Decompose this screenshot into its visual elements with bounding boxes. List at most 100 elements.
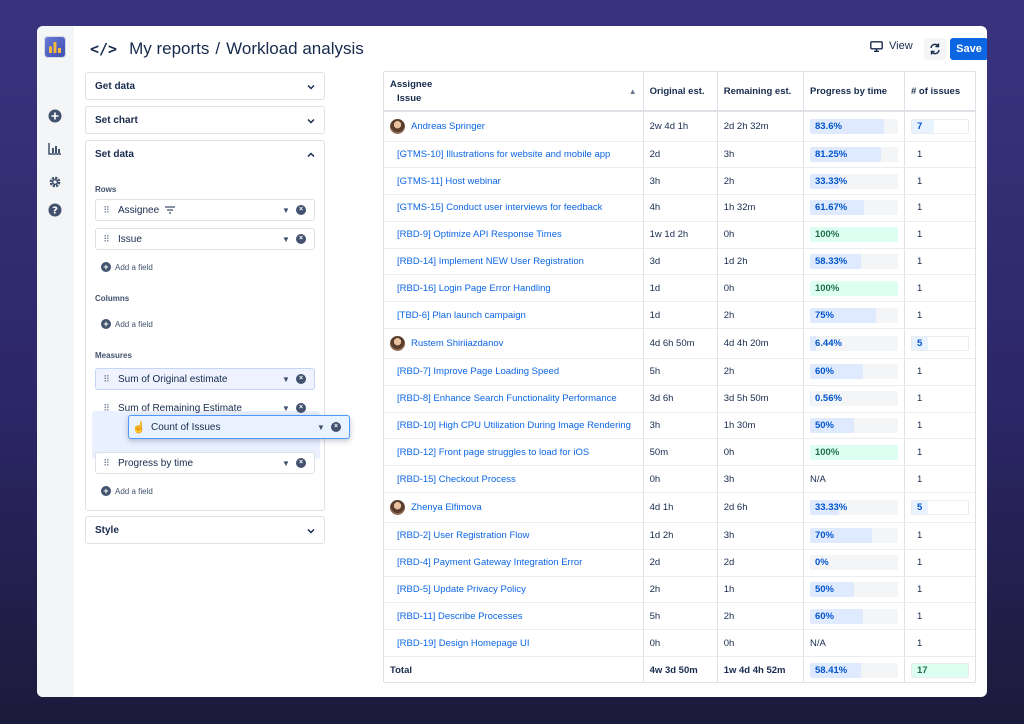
get-data-panel[interactable]: Get data [85, 72, 325, 100]
assignee-cell[interactable]: Rustem Shiriiazdanov [384, 328, 644, 360]
view-button[interactable]: View [870, 40, 913, 52]
remove-icon[interactable]: × [296, 374, 306, 384]
issue-row[interactable]: [RBD-5] Update Privacy Policy 2h 1h 50% 1 [384, 576, 975, 604]
assignee-row[interactable]: Andreas Springer 2w 4d 1h 2d 2h 32m 83.6% 7 [384, 111, 975, 142]
row-field-assignee[interactable]: ⠿ Assignee ▼ × [95, 199, 315, 221]
original-est-cell: 2d [643, 549, 718, 577]
remove-icon[interactable]: × [296, 205, 306, 215]
progress-value: 0% [814, 557, 829, 569]
issue-link[interactable]: [RBD-16] Login Page Error Handling [384, 274, 644, 303]
issue-row[interactable]: [RBD-10] High CPU Utilization During Ima… [384, 412, 975, 440]
issue-link[interactable]: [RBD-7] Improve Page Loading Speed [384, 358, 644, 386]
progress-header[interactable]: Progress by time [803, 72, 906, 112]
refresh-button[interactable] [924, 38, 946, 60]
add-icon[interactable] [46, 107, 64, 125]
drag-handle-icon[interactable]: ⠿ [103, 233, 110, 244]
remaining-est-header[interactable]: Remaining est. [717, 72, 804, 112]
issue-count-header[interactable]: # of issues [904, 72, 975, 112]
issue-count-cell: 1 [904, 576, 975, 604]
issue-row[interactable]: [RBD-8] Enhance Search Functionality Per… [384, 385, 975, 413]
issue-row[interactable]: [RBD-2] User Registration Flow 1d 2h 3h 70%… [384, 522, 975, 550]
progress-value: 60% [814, 610, 834, 622]
assignee-row[interactable]: Rustem Shiriiazdanov 4d 6h 50m 4d 4h 20m 6.… [384, 328, 975, 360]
progress-fill [809, 663, 862, 679]
remove-icon[interactable]: × [331, 422, 341, 432]
issue-link[interactable]: [GTMS-15] Conduct user interviews for fe… [384, 194, 644, 222]
issue-row[interactable]: [GTMS-10] Illustrations for website and … [384, 141, 975, 169]
drag-handle-icon[interactable]: ⠿ [103, 402, 110, 413]
issue-row[interactable]: [GTMS-15] Conduct user interviews for fe… [384, 194, 975, 222]
panel-title: Set data [95, 149, 134, 160]
assignee-name[interactable]: Rustem Shiriiazdanov [411, 338, 504, 350]
issue-row[interactable]: [RBD-16] Login Page Error Handling 1d 0h 10… [384, 274, 975, 303]
remove-icon[interactable]: × [296, 403, 306, 413]
assignee-name[interactable]: Andreas Springer [411, 120, 485, 132]
add-column-field-button[interactable]: + Add a field [101, 319, 153, 329]
issue-link[interactable]: [RBD-8] Enhance Search Functionality Per… [384, 385, 644, 413]
issue-row[interactable]: [RBD-11] Describe Processes 5h 2h 60% 1 [384, 602, 975, 631]
sort-icon[interactable]: ▲ [628, 86, 637, 96]
drag-handle-icon[interactable]: ⠿ [103, 373, 110, 384]
settings-gear-icon[interactable] [46, 173, 64, 191]
issue-row[interactable]: [RBD-9] Optimize API Response Times 1w 1d… [384, 221, 975, 249]
issue-row[interactable]: [RBD-15] Checkout Process 0h 3h N/A 1 [384, 465, 975, 494]
issue-row[interactable]: [RBD-4] Payment Gateway Integration Erro… [384, 549, 975, 577]
assignee-cell[interactable]: Andreas Springer [384, 111, 644, 142]
chevron-down-icon[interactable]: ▼ [282, 403, 290, 413]
reports-chart-icon[interactable] [46, 140, 64, 158]
remove-icon[interactable]: × [296, 458, 306, 468]
issue-link[interactable]: [RBD-19] Design Homepage UI [384, 629, 644, 658]
drag-handle-icon[interactable]: ⠿ [103, 204, 110, 215]
issue-link[interactable]: [RBD-14] Implement NEW User Registration [384, 248, 644, 276]
issue-link[interactable]: [RBD-10] High CPU Utilization During Ima… [384, 412, 644, 440]
measure-field-original[interactable]: ⠿ Sum of Original estimate ▼ × [95, 368, 315, 390]
set-data-header[interactable]: Set data [86, 141, 324, 168]
issue-row[interactable]: [RBD-7] Improve Page Loading Speed 5h 2h 60… [384, 358, 975, 386]
remove-icon[interactable]: × [296, 234, 306, 244]
assignee-name[interactable]: Zhenya Elfimova [411, 502, 482, 514]
assignee-issue-column-header[interactable]: Assignee Issue ▲ [384, 72, 644, 112]
help-icon[interactable]: ? [46, 201, 64, 219]
add-icon: + [101, 262, 111, 272]
issue-row[interactable]: [RBD-14] Implement NEW User Registration… [384, 248, 975, 276]
issue-row[interactable]: [TBD-6] Plan launch campaign 1d 2h 75% 1 [384, 301, 975, 330]
measure-field-progress[interactable]: ⠿ Progress by time ▼ × [95, 452, 315, 474]
set-chart-panel[interactable]: Set chart [85, 106, 325, 134]
issue-link[interactable]: [RBD-11] Describe Processes [384, 602, 644, 631]
breadcrumb-my-reports[interactable]: My reports [129, 39, 210, 58]
add-row-field-button[interactable]: + Add a field [101, 262, 153, 272]
style-panel[interactable]: Style [85, 516, 325, 544]
assignee-cell[interactable]: Zhenya Elfimova [384, 492, 644, 524]
issue-link[interactable]: [RBD-15] Checkout Process [384, 465, 644, 494]
issue-link[interactable]: [GTMS-11] Host webinar [384, 167, 644, 196]
add-measure-field-button[interactable]: + Add a field [101, 486, 153, 496]
issue-row[interactable]: [RBD-12] Front page struggles to load fo… [384, 438, 975, 467]
progress-cell: 70% [803, 522, 906, 550]
chevron-down-icon[interactable]: ▼ [282, 374, 290, 384]
measure-field-remaining[interactable]: ⠿ Sum of Remaining Estimate ▼ × [95, 397, 315, 419]
save-button[interactable]: Save [950, 38, 987, 60]
issue-row[interactable]: [RBD-19] Design Homepage UI 0h 0h N/A 1 [384, 629, 975, 658]
issue-row[interactable]: [GTMS-11] Host webinar 3h 2h 33.33% 1 [384, 167, 975, 196]
dragging-field-count-of-issues[interactable]: ☝ Count of Issues ▼ × [128, 415, 350, 439]
chevron-down-icon[interactable]: ▼ [317, 422, 325, 432]
chevron-down-icon[interactable]: ▼ [282, 458, 290, 468]
original-est-header[interactable]: Original est. [643, 72, 718, 112]
issue-link[interactable]: [RBD-4] Payment Gateway Integration Erro… [384, 549, 644, 577]
assignee-row[interactable]: Zhenya Elfimova 4d 1h 2d 6h 33.33% 5 [384, 492, 975, 524]
chevron-down-icon[interactable]: ▼ [282, 234, 290, 244]
issue-link[interactable]: [RBD-12] Front page struggles to load fo… [384, 438, 644, 467]
chevron-down-icon[interactable]: ▼ [282, 205, 290, 215]
progress-cell: 33.33% [803, 167, 906, 196]
remaining-est-cell: 3d 5h 50m [717, 385, 804, 413]
issue-link[interactable]: [RBD-2] User Registration Flow [384, 522, 644, 550]
app-logo-icon[interactable] [44, 36, 66, 58]
issue-link[interactable]: [RBD-9] Optimize API Response Times [384, 221, 644, 249]
issue-link[interactable]: [TBD-6] Plan launch campaign [384, 301, 644, 330]
row-field-issue[interactable]: ⠿ Issue ▼ × [95, 228, 315, 250]
filter-icon[interactable] [165, 206, 176, 214]
progress-value: N/A [809, 637, 826, 649]
issue-link[interactable]: [GTMS-10] Illustrations for website and … [384, 141, 644, 169]
issue-link[interactable]: [RBD-5] Update Privacy Policy [384, 576, 644, 604]
drag-handle-icon[interactable]: ⠿ [103, 457, 110, 468]
